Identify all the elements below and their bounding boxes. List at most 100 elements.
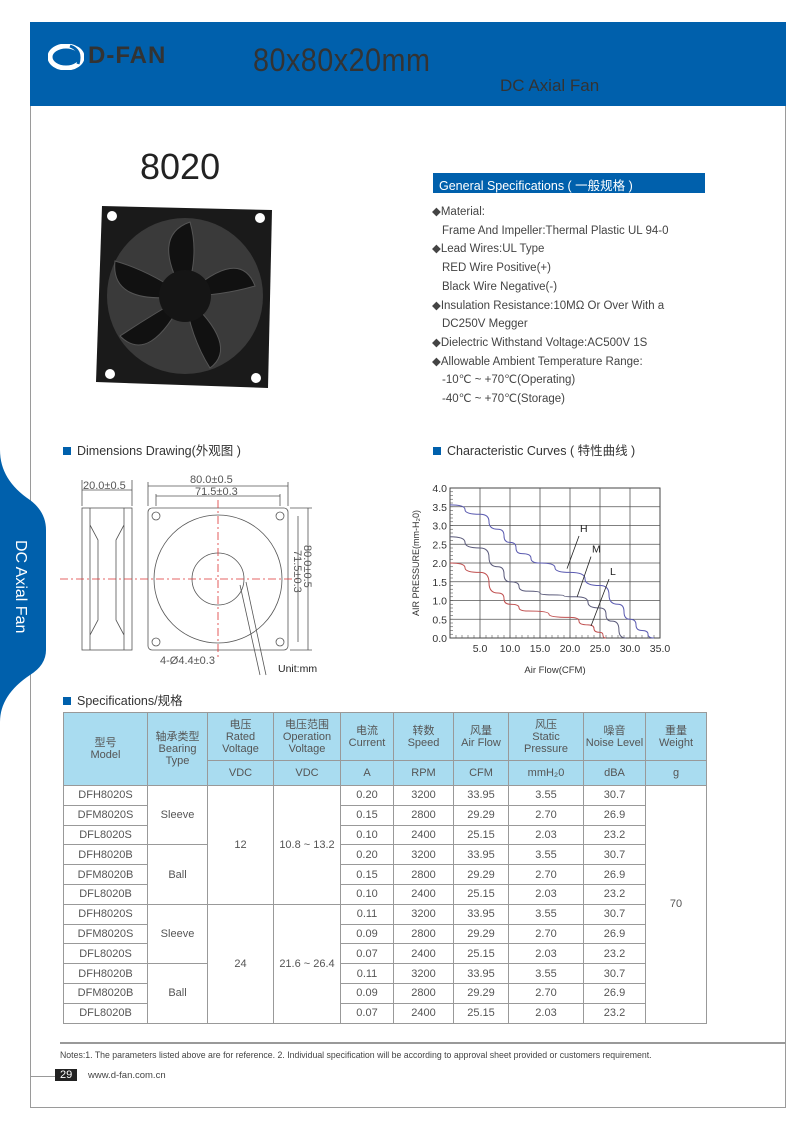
value-cell: 2.70 [508, 923, 584, 945]
unit-cell: A [340, 760, 394, 786]
value-cell: 0.09 [340, 923, 394, 945]
bullet-square-icon [433, 447, 441, 455]
value-cell: 2400 [393, 824, 454, 846]
model-cell: DFL8020B [63, 1002, 148, 1024]
brand-logo: D-FAN [47, 42, 167, 71]
dimensions-drawing: 20.0±0.5 80.0±0.5 71.5±0.3 4-Ø4.4±0.3 80… [60, 474, 317, 676]
model-cell: DFM8020B [63, 864, 148, 885]
y-axis-label: AIR PRESSURE(mm-H₂0) [411, 510, 421, 616]
value-cell: 3200 [393, 963, 454, 984]
notes: Notes:1. The parameters listed above are… [60, 1050, 652, 1061]
value-cell: 2.03 [508, 1002, 584, 1024]
leader-line [576, 556, 592, 597]
dimensions-heading: Dimensions Drawing(外观图 ) [63, 440, 241, 459]
column-header: 转数 Speed [393, 712, 454, 761]
value-cell: 30.7 [583, 963, 646, 984]
page-subtitle: DC Axial Fan [500, 76, 600, 95]
model-cell: DFH8020S [63, 785, 148, 806]
unit-cell: mmH₂0 [508, 760, 584, 786]
bearing-cell: Sleeve [147, 784, 208, 846]
value-cell: 26.9 [583, 864, 646, 885]
value-cell: 0.20 [340, 844, 394, 866]
column-header: 噪音 Noise Level [583, 712, 646, 761]
value-cell: 2800 [393, 982, 454, 1004]
dim-hole-pitch-v: 71.5±0.3 [291, 550, 303, 593]
page-number: 29 [55, 1069, 78, 1081]
series-label: L [610, 566, 616, 578]
value-cell: 2800 [393, 864, 454, 885]
spec-line: Frame And Impeller:Thermal Plastic UL 94… [442, 224, 669, 237]
value-cell: 2.03 [508, 824, 584, 846]
x-tick-label: 35.0 [650, 643, 671, 655]
table-row: DFM8020S 0.09 2800 29.29 2.70 26.9 [63, 923, 707, 945]
spec-line: ◆Insulation Resistance:10MΩ Or Over With… [432, 299, 665, 312]
model-cell: DFH8020S [63, 903, 148, 925]
column-header: 风量 Air Flow [453, 712, 509, 761]
value-cell: 25.15 [453, 1002, 509, 1024]
value-cell: 29.29 [453, 804, 509, 826]
value-cell: 25.15 [453, 824, 509, 846]
table-row: DFH8020B Ball 0.11 3200 33.95 3.55 30.7 [63, 963, 707, 1024]
spec-line: ◆Lead Wires:UL Type [432, 243, 545, 256]
value-cell: 23.2 [583, 883, 646, 905]
rated-voltage-cell: 24 [207, 903, 274, 1024]
dim-width: 80.0±0.5 [190, 474, 233, 486]
characteristic-curves-chart: 5.0 10.0 15.0 20.0 25.0 30.0 35.0 0.0 0.5 1.0 1.5 2… [411, 483, 671, 676]
model-cell: DFM8020S [63, 923, 148, 945]
value-cell: 26.9 [583, 982, 646, 1004]
value-cell: 2400 [393, 943, 454, 965]
table-row: DFL8020S 0.07 2400 25.15 2.03 23.2 [63, 943, 707, 965]
spec-line: DC250V Megger [442, 318, 528, 331]
y-tick-label: 2.5 [432, 539, 447, 551]
page-title: 80x80x20mm [253, 42, 431, 78]
column-header: 电流 Current [340, 712, 394, 761]
value-cell: 29.29 [453, 923, 509, 945]
x-tick-label: 15.0 [530, 643, 551, 655]
dim-thickness: 20.0±0.5 [83, 480, 126, 492]
bullet-square-icon [63, 447, 71, 455]
footer-line [30, 1076, 55, 1077]
dim-height: 80.0±0.5 [301, 545, 313, 588]
curve-H [449, 504, 655, 639]
value-cell: 3.55 [508, 963, 584, 984]
value-cell: 3.55 [508, 903, 584, 925]
curve-M [449, 536, 626, 639]
value-cell: 0.10 [340, 824, 394, 846]
value-cell: 2.70 [508, 864, 584, 885]
dim-holes: 4-Ø4.4±0.3 [160, 655, 215, 667]
value-cell: 26.9 [583, 923, 646, 945]
value-cell: 2400 [393, 883, 454, 905]
fan-photo [96, 206, 272, 388]
x-tick-label: 30.0 [620, 643, 641, 655]
spec-line: -10℃ ~ +70℃(Operating) [442, 374, 576, 387]
specs-title: Specifications/规格 [77, 694, 183, 708]
spec-line: ◆Dielectric Withstand Voltage:AC500V 1S [432, 336, 648, 349]
specifications-table: 型号 Model 轴承类型 Bearing Type 电压 Rated Voltage 电压范围… [63, 712, 707, 1024]
y-tick-label: 1.0 [432, 596, 447, 608]
value-cell: 23.2 [583, 1002, 646, 1024]
dim-unit: Unit:mm [278, 663, 317, 675]
unit-cell: RPM [393, 760, 454, 786]
value-cell: 3200 [393, 903, 454, 925]
spec-line: ◆Material: [432, 206, 485, 218]
curves-heading: Characteristic Curves ( 特性曲线 ) [433, 440, 635, 459]
value-cell: 25.15 [453, 943, 509, 965]
dimensions-title: Dimensions Drawing(外观图 ) [77, 444, 241, 458]
value-cell: 33.95 [453, 963, 509, 984]
value-cell: 2.70 [508, 982, 584, 1004]
spec-line: Black Wire Negative(-) [442, 280, 558, 293]
value-cell: 0.15 [340, 864, 394, 885]
model-cell: DFH8020B [63, 963, 148, 984]
value-cell: 3200 [393, 785, 454, 806]
curves-title: Characteristic Curves ( 特性曲线 ) [447, 444, 636, 458]
x-axis-label: Air Flow(CFM) [524, 665, 585, 676]
value-cell: 23.2 [583, 824, 646, 846]
value-cell: 2.03 [508, 883, 584, 905]
value-cell: 30.7 [583, 844, 646, 866]
header-band [30, 22, 786, 106]
spec-line: -40℃ ~ +70℃(Storage) [442, 393, 566, 406]
value-cell: 3.55 [508, 844, 584, 866]
rated-voltage-cell: 12 [207, 785, 274, 905]
side-tab: DC Axial Fan [0, 450, 46, 722]
brand-name: D-FAN [88, 42, 167, 69]
